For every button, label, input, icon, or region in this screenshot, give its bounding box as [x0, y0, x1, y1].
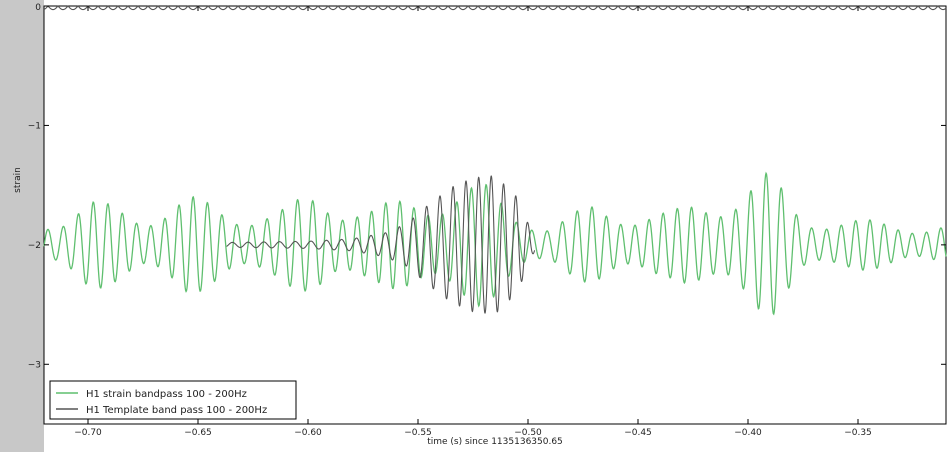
x-axis-label: time (s) since 1135136350.65: [427, 437, 563, 447]
legend-box: [49, 380, 297, 420]
x-tick-label: −0.50: [514, 428, 542, 438]
left-background-strip: [0, 0, 44, 452]
series-line-template: [226, 175, 536, 314]
y-axis-label: strain: [13, 167, 23, 193]
y-tick-label: −2: [28, 241, 41, 251]
x-tick-label: −0.65: [184, 428, 212, 438]
x-tick-label: −0.40: [734, 428, 762, 438]
legend-label-template: H1 Template band pass 100 - 200Hz: [86, 405, 267, 416]
x-tick-label: −0.70: [74, 428, 102, 438]
legend-label-strain: H1 strain bandpass 100 - 200Hz: [86, 389, 247, 400]
series-line-top-trace: [43, 5, 947, 11]
y-tick-label: 0: [35, 3, 41, 13]
x-tick-label: −0.45: [624, 428, 652, 438]
x-tick-label: −0.35: [844, 428, 872, 438]
series-layer: [43, 5, 947, 316]
y-axis-ticks: 0 −1 −2 −3: [28, 3, 946, 370]
x-axis-ticks: −0.70 −0.65 −0.60 −0.55 −0.50 −0.45 −0.40 −0.35: [74, 6, 872, 438]
plot-frame: [43, 5, 947, 425]
x-tick-label: −0.55: [404, 428, 432, 438]
legend: H1 strain bandpass 100 - 200Hz H1 Templa…: [49, 380, 297, 420]
series-line-strain: [43, 171, 947, 316]
x-tick-label: −0.60: [294, 428, 322, 438]
y-tick-label: −3: [28, 360, 41, 370]
y-tick-label: −1: [28, 121, 41, 131]
